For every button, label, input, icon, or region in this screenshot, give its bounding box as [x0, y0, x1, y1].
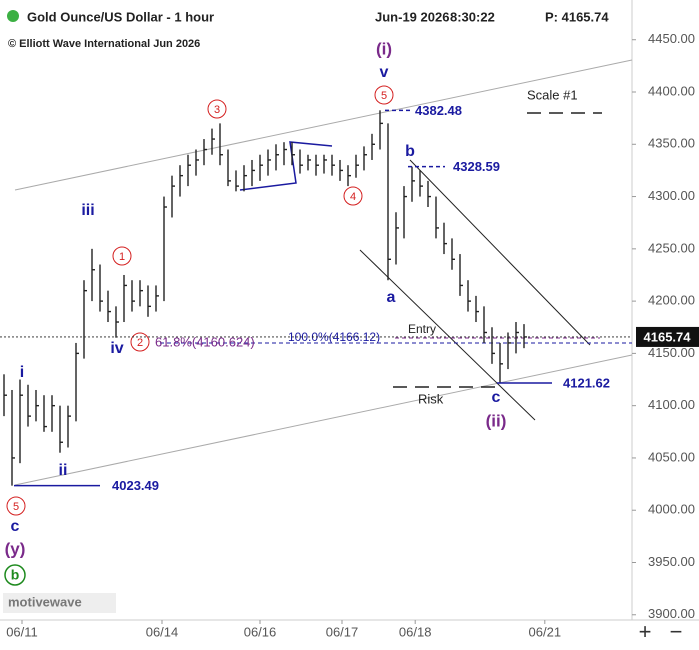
x-tick-label: 06/14	[146, 624, 179, 639]
axis-bg	[632, 0, 699, 650]
time: 8:30:22	[450, 9, 495, 24]
wave-circle	[112, 246, 132, 266]
wave-label: 5	[381, 90, 387, 102]
wave-label: a	[387, 289, 396, 306]
wave-label: iii	[81, 202, 94, 219]
triangle	[239, 141, 333, 191]
fib-label: 61.8%(4160.624)	[155, 334, 255, 349]
y-tick-label: 3950.00	[648, 554, 695, 569]
y-tick-label: 4300.00	[648, 188, 695, 203]
wave-circle	[343, 186, 363, 206]
date: Jun-19 2026	[375, 9, 449, 24]
wave-circle	[207, 99, 227, 119]
wave-label: 3	[214, 104, 220, 116]
status-dot	[7, 10, 19, 22]
zoom-in[interactable]: +	[639, 619, 652, 644]
wave-label: b	[405, 143, 415, 160]
scale-label: Scale #1	[527, 87, 578, 102]
wave-label: 4	[350, 191, 356, 203]
y-tick-label: 4250.00	[648, 240, 695, 255]
level-label: 4121.62	[563, 375, 610, 390]
wave-circle	[130, 332, 150, 352]
wave-label: c	[492, 389, 501, 406]
wave-label: v	[380, 64, 389, 81]
level-label: 4382.48	[415, 103, 462, 118]
subtitle: © Elliott Wave International Jun 2026	[8, 38, 200, 50]
zoom-out[interactable]: −	[670, 619, 683, 644]
fib-label: 100.0%(4166.12)	[288, 330, 380, 344]
level-label: 4023.49	[112, 478, 159, 493]
channel-line	[14, 59, 633, 191]
wave-label: (i)	[376, 39, 392, 58]
wave-label: 2	[137, 337, 143, 349]
price-text: P: 4165.74	[545, 9, 609, 24]
x-tick-label: 06/16	[244, 624, 277, 639]
wave-label: i	[20, 364, 24, 381]
y-tick-label: 4150.00	[648, 345, 695, 360]
watermark: motivewave	[8, 594, 82, 609]
x-tick-label: 06/18	[399, 624, 432, 639]
wave-circle	[374, 85, 394, 105]
price-tag	[636, 326, 699, 347]
wave-label: (y)	[5, 539, 26, 558]
wave-label: c	[11, 518, 20, 535]
wave-label: b	[11, 567, 20, 583]
x-tick-label: 06/17	[326, 624, 359, 639]
wave-circle	[4, 564, 26, 586]
wave-label: 1	[119, 251, 125, 263]
y-tick-label: 4000.00	[648, 502, 695, 517]
y-tick-label: 4100.00	[648, 397, 695, 412]
wave-circle	[6, 496, 26, 516]
y-tick-label: 4350.00	[648, 136, 695, 151]
x-tick-label: 06/11	[6, 624, 38, 639]
wave-label: ii	[59, 462, 68, 479]
y-tick-label: 4400.00	[648, 83, 695, 98]
y-tick-label: 3900.00	[648, 606, 695, 621]
channel-line	[14, 354, 633, 486]
wave-label: iv	[110, 340, 123, 357]
entry-label: Entry	[408, 322, 436, 336]
y-tick-label: 4050.00	[648, 449, 695, 464]
wave-label: 5	[13, 501, 19, 513]
risk-label: Risk	[418, 391, 444, 406]
price-tag-label: 4165.74	[644, 329, 692, 344]
channel-line	[359, 249, 536, 421]
level-label: 4328.59	[453, 159, 500, 174]
watermark-bg	[3, 593, 116, 613]
channel-line	[409, 159, 591, 346]
y-tick-label: 4200.00	[648, 293, 695, 308]
y-tick-label: 4450.00	[648, 31, 695, 46]
wave-label: (ii)	[486, 411, 507, 430]
x-tick-label: 06/21	[529, 624, 562, 639]
chart-title: Gold Ounce/US Dollar - 1 hour	[27, 9, 214, 24]
